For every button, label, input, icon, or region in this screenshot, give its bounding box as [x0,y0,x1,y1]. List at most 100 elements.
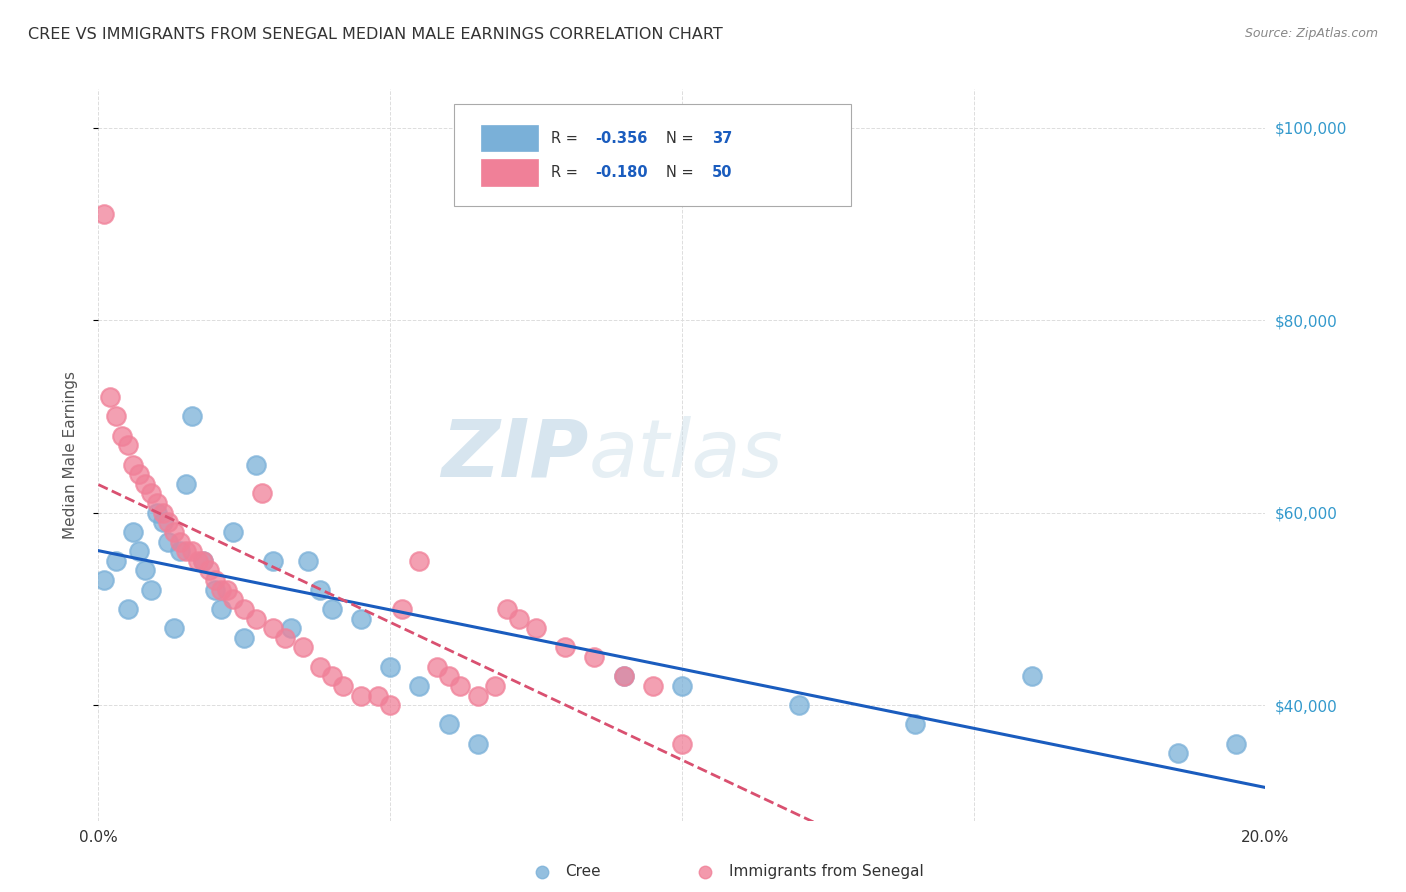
Point [169,534,191,549]
Point [391,602,413,616]
Point [198,563,221,577]
Point [157,516,180,530]
Point [467,737,489,751]
Point [321,602,343,616]
Point [641,679,664,693]
Point [209,602,232,616]
Point [309,659,332,673]
Point [117,602,139,616]
Point [262,621,284,635]
Point [291,640,314,655]
Text: -0.356: -0.356 [596,131,648,145]
Point [495,602,517,616]
Point [350,611,373,625]
Text: CREE VS IMMIGRANTS FROM SENEGAL MEDIAN MALE EARNINGS CORRELATION CHART: CREE VS IMMIGRANTS FROM SENEGAL MEDIAN M… [28,27,723,42]
Point [157,534,180,549]
Point [524,621,547,635]
Point [408,679,430,693]
Text: N =: N = [665,131,697,145]
Point [111,428,134,442]
Point [117,438,139,452]
Point [93,207,115,221]
Text: R =: R = [551,131,582,145]
Point [787,698,810,713]
Point [215,582,238,597]
Point [1021,669,1043,683]
Point [93,573,115,587]
Point [280,621,302,635]
Text: N =: N = [665,165,697,180]
Point [437,669,460,683]
Point [193,554,215,568]
Point [426,659,449,673]
Point [437,717,460,731]
Point [174,476,197,491]
Point [152,506,174,520]
Point [245,611,267,625]
Point [904,717,927,731]
Point [612,669,634,683]
Point [233,631,256,645]
Point [350,689,373,703]
Text: 50: 50 [713,165,733,180]
Point [484,679,506,693]
Text: Immigrants from Senegal: Immigrants from Senegal [728,864,924,880]
Point [332,679,354,693]
Y-axis label: Median Male Earnings: Median Male Earnings [63,371,77,539]
Text: ZIP: ZIP [441,416,589,494]
Point [128,467,150,482]
Point [104,554,127,568]
Point [1225,737,1247,751]
Point [583,650,606,665]
Text: -0.180: -0.180 [596,165,648,180]
Point [193,554,215,568]
Point [262,554,284,568]
Point [274,631,297,645]
Point [139,486,162,500]
Point [309,582,332,597]
Point [297,554,319,568]
Point [163,621,186,635]
Point [204,582,226,597]
Point [163,524,186,539]
Point [128,544,150,558]
Point [180,409,202,424]
Point [1167,746,1189,760]
Point [250,486,273,500]
Point [104,409,127,424]
Point [139,582,162,597]
Text: Source: ZipAtlas.com: Source: ZipAtlas.com [1244,27,1378,40]
Point [98,390,121,404]
Point [671,737,693,751]
Point [122,458,145,472]
Point [408,554,430,568]
Point [233,602,256,616]
Point [204,573,226,587]
Point [122,524,145,539]
Point [449,679,471,693]
FancyBboxPatch shape [481,125,538,152]
Point [169,544,191,558]
Text: 37: 37 [713,131,733,145]
Text: R =: R = [551,165,582,180]
Point [187,554,209,568]
Point [221,592,243,607]
Point [245,458,267,472]
Point [134,563,156,577]
FancyBboxPatch shape [454,103,851,206]
Point [508,611,530,625]
Point [378,659,402,673]
Text: Cree: Cree [565,864,600,880]
Point [146,496,169,510]
Point [671,679,693,693]
Point [367,689,389,703]
Point [174,544,197,558]
Point [152,516,174,530]
Point [221,524,243,539]
FancyBboxPatch shape [481,160,538,186]
Point [378,698,402,713]
Point [209,582,232,597]
Point [554,640,576,655]
Point [134,476,156,491]
Point [146,506,169,520]
